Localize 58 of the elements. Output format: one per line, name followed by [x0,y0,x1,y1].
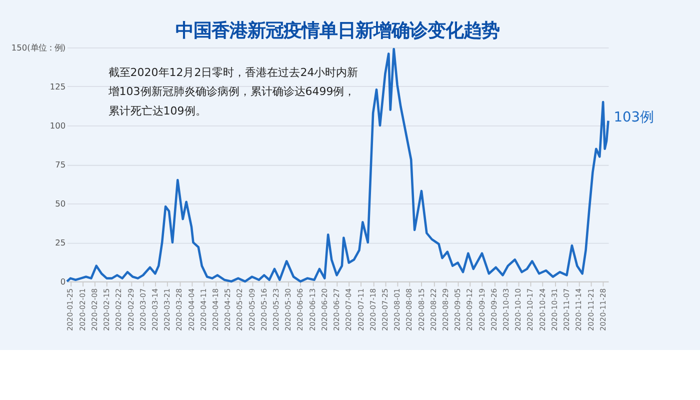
x-tick-label: 2020-05-09 [247,288,256,331]
x-tick-label: 2020-04-04 [186,288,196,331]
y-tick-label: 50 [55,198,66,209]
x-tick-label: 2020-09-26 [489,288,498,331]
x-tick-label: 2020-06-13 [308,288,317,331]
x-tick-label: 2020-11-21 [586,288,596,331]
x-tick-label: 2020-11-14 [574,288,584,331]
x-tick-label: 2020-10-03 [502,288,511,331]
y-tick-label: 25 [55,238,66,248]
x-tick-label: 2020-03-14 [150,288,160,331]
x-tick-label: 2020-08-08 [404,288,414,331]
y-tick-label: 75 [55,160,66,170]
chart-title: 中国香港新冠疫情单日新增确诊变化趋势 [176,20,500,42]
x-tick-label: 2020-01-25 [66,288,75,331]
x-tick-label: 2020-11-07 [562,288,572,331]
x-tick-label: 2020-07-25 [380,288,390,331]
x-tick-label: 2020-02-29 [126,288,136,331]
x-tick-label: 2020-02-15 [102,288,112,331]
x-tick-label: 2020-03-07 [138,288,148,331]
x-tick-label: 2020-05-30 [284,288,293,331]
x-tick-label: 2020-04-25 [223,288,232,331]
x-tick-label: 2020-07-11 [356,288,366,331]
y-tick-label: 100 [50,120,66,131]
x-tick-label: 2020-02-01 [78,288,87,331]
x-tick-label: 2020-09-05 [453,288,462,331]
x-tick-label: 2020-10-24 [538,288,547,331]
x-tick-label: 2020-06-20 [320,288,329,331]
x-tick-label: 2020-05-02 [235,288,244,331]
x-tick-label: 2020-02-22 [114,288,124,331]
x-tick-label: 2020-10-17 [526,288,535,331]
y-tick-label: 125 [50,82,66,92]
x-tick-label: 2020-05-16 [259,288,268,331]
x-tick-label: 2020-06-27 [332,288,342,331]
x-tick-label: 2020-05-23 [272,288,281,331]
x-tick-label: 2020-04-18 [210,288,220,331]
x-tick-label: 2020-10-10 [514,288,523,331]
x-tick-label: 2020-10-31 [550,288,559,331]
x-tick-label: 2020-06-06 [296,288,305,331]
x-tick-label: 2020-08-01 [392,288,402,331]
y-tick-label: 150(单位：例) [11,42,66,53]
x-tick-label: 2020-07-18 [368,288,378,331]
x-tick-label: 2020-02-08 [90,288,99,331]
x-tick-label: 2020-08-29 [440,288,450,331]
line-series [66,48,610,283]
x-tick-label: 2020-07-04 [344,288,354,331]
x-tick-label: 2020-09-19 [477,288,486,331]
x-tick-label: 2020-09-12 [465,288,474,331]
x-tick-label: 2020-08-22 [428,288,438,331]
x-tick-label: 2020-11-28 [598,288,608,331]
y-tick-label: 0 [60,276,66,287]
x-tick-label: 2020-03-28 [174,288,184,331]
annotation: 103例 [614,110,654,126]
annotation: 增103例新冠肺炎确诊病例，累计确诊达6499例， [107,85,356,98]
x-tick-label: 2020-08-15 [416,288,426,331]
x-tick-label: 2020-03-21 [162,288,172,331]
annotation: 截至2020年12月2日零时，香港在过去24小时内新 [108,66,358,79]
x-tick-label: 2020-04-11 [198,288,208,331]
annotation: 累计死亡达109例。 [108,104,206,118]
